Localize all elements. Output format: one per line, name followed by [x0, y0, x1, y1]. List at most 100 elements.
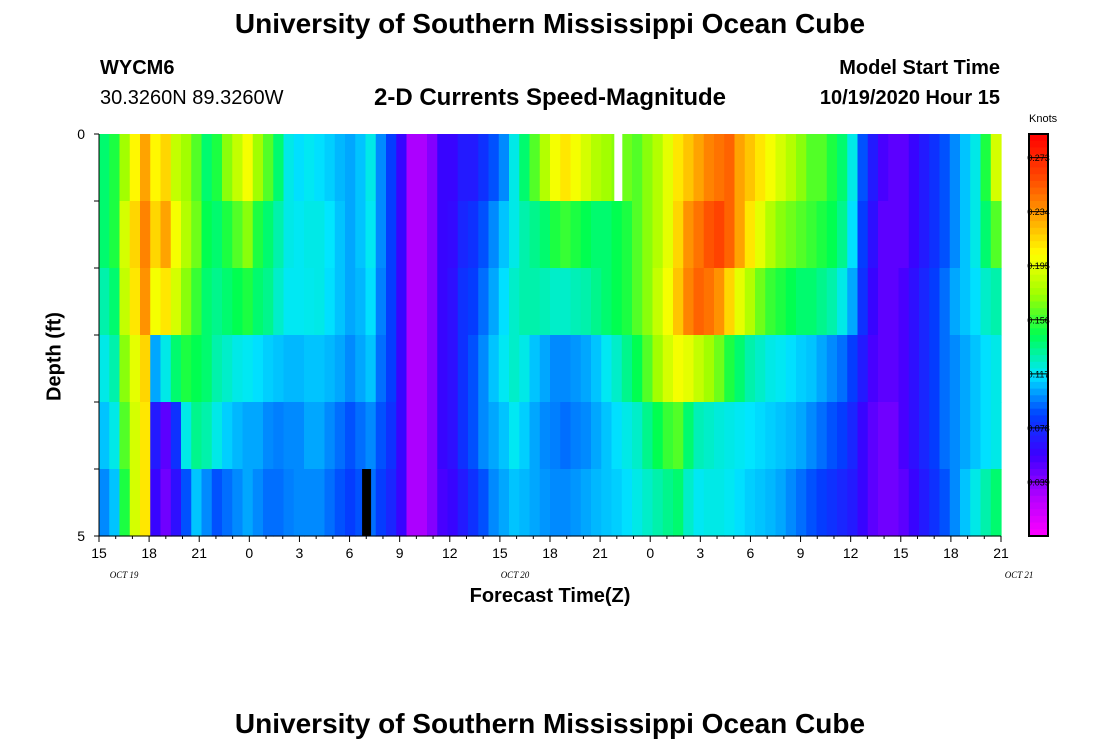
heatmap-cell — [427, 268, 438, 336]
heatmap-cell — [693, 335, 705, 403]
heatmap-cell — [621, 335, 633, 403]
heatmap-cell — [785, 335, 797, 403]
heatmap-cell — [529, 402, 541, 470]
colorbar-segment — [1029, 167, 1048, 175]
colorbar-segment — [1029, 402, 1048, 410]
heatmap-cell — [970, 134, 982, 202]
heatmap-cell — [744, 268, 756, 336]
heatmap-cell — [867, 201, 879, 269]
heatmap-cell — [960, 402, 971, 470]
heatmap-cell — [867, 469, 879, 537]
heatmap-cell — [919, 335, 930, 403]
heatmap-cell — [724, 402, 736, 470]
heatmap-cell — [960, 469, 971, 537]
heatmap-cell — [755, 268, 766, 336]
heatmap-cell — [970, 335, 982, 403]
heatmap-cell — [980, 268, 992, 336]
heatmap-cell — [837, 134, 848, 202]
heatmap-cell — [119, 469, 131, 537]
heatmap-cell — [888, 469, 900, 537]
heatmap-cell — [775, 201, 787, 269]
heatmap-cell — [232, 268, 244, 336]
heatmap-cell — [242, 469, 254, 537]
heatmap-cell — [150, 402, 162, 470]
heatmap-cell — [826, 268, 838, 336]
heatmap-cell — [150, 469, 162, 537]
heatmap-cell — [365, 201, 377, 269]
heatmap-cell — [775, 335, 787, 403]
heatmap-cell — [519, 469, 531, 537]
heatmap-cell — [314, 402, 326, 470]
heatmap-cell — [222, 335, 233, 403]
heatmap-cell — [652, 134, 664, 202]
colorbar-segment — [1029, 395, 1048, 403]
heatmap-cell — [847, 335, 859, 403]
heatmap-cell — [703, 335, 715, 403]
heatmap-cell — [980, 335, 992, 403]
heatmap-cell — [826, 469, 838, 537]
heatmap-cell — [816, 402, 828, 470]
heatmap-cell — [519, 201, 531, 269]
heatmap-cell — [181, 134, 192, 202]
x-tick-label: 18 — [943, 545, 959, 561]
heatmap-cell — [263, 402, 274, 470]
heatmap-cell — [468, 469, 479, 537]
heatmap-cell — [457, 469, 469, 537]
heatmap-cell — [160, 469, 172, 537]
heatmap-cell — [283, 268, 295, 336]
heatmap-cell — [355, 134, 367, 202]
heatmap-cell — [478, 134, 490, 202]
date-label: OCT 21 — [1005, 570, 1034, 580]
heatmap-cell — [191, 201, 203, 269]
heatmap-cell — [857, 469, 869, 537]
heatmap-cell — [826, 335, 838, 403]
heatmap-cell — [181, 335, 192, 403]
heatmap-cell — [642, 268, 654, 336]
heatmap-cell — [837, 335, 848, 403]
heatmap-cell — [785, 469, 797, 537]
heatmap-cell — [693, 402, 705, 470]
x-axis-title: Forecast Time(Z) — [469, 585, 631, 607]
colorbar-segment — [1029, 475, 1048, 483]
heatmap-cell — [140, 134, 151, 202]
heatmap-cell — [683, 268, 695, 336]
y-tick-label: 0 — [77, 126, 85, 142]
heatmap-cell — [211, 335, 223, 403]
heatmap-cell — [324, 335, 336, 403]
heatmap-cell — [560, 335, 572, 403]
colorbar-tick-label: 0.234 — [1027, 207, 1050, 217]
heatmap-cell — [714, 469, 725, 537]
heatmap-cell — [703, 268, 715, 336]
heatmap-cell — [857, 134, 869, 202]
heatmap-cell — [570, 335, 582, 403]
heatmap-cell — [109, 201, 121, 269]
heatmap-cell — [232, 134, 244, 202]
x-tick-label: 21 — [993, 545, 1009, 561]
heatmap-cell — [949, 201, 961, 269]
heatmap-cell — [580, 469, 592, 537]
heatmap-cell — [447, 469, 459, 537]
heatmap-cell — [324, 134, 336, 202]
heatmap-cell — [324, 402, 336, 470]
colorbar-unit-label: Knots — [1029, 113, 1058, 125]
heatmap-cell — [550, 134, 561, 202]
x-tick-label: 15 — [893, 545, 909, 561]
heatmap-cell — [693, 201, 705, 269]
heatmap-cell — [826, 402, 838, 470]
heatmap-cell — [539, 335, 551, 403]
heatmap-cell — [591, 469, 602, 537]
heatmap-cell — [744, 201, 756, 269]
heatmap-cell — [509, 268, 520, 336]
heatmap-cell — [867, 335, 879, 403]
heatmap-cell — [416, 335, 428, 403]
heatmap-cell — [314, 201, 326, 269]
heatmap-cell — [263, 134, 274, 202]
heatmap-cell — [785, 402, 797, 470]
heatmap-cell — [119, 335, 131, 403]
heatmap-cell — [908, 268, 920, 336]
heatmap-cell — [949, 268, 961, 336]
heatmap-cell — [980, 469, 992, 537]
x-tick-label: 15 — [492, 545, 508, 561]
heatmap-cell — [898, 134, 910, 202]
colorbar-segment — [1029, 241, 1048, 249]
